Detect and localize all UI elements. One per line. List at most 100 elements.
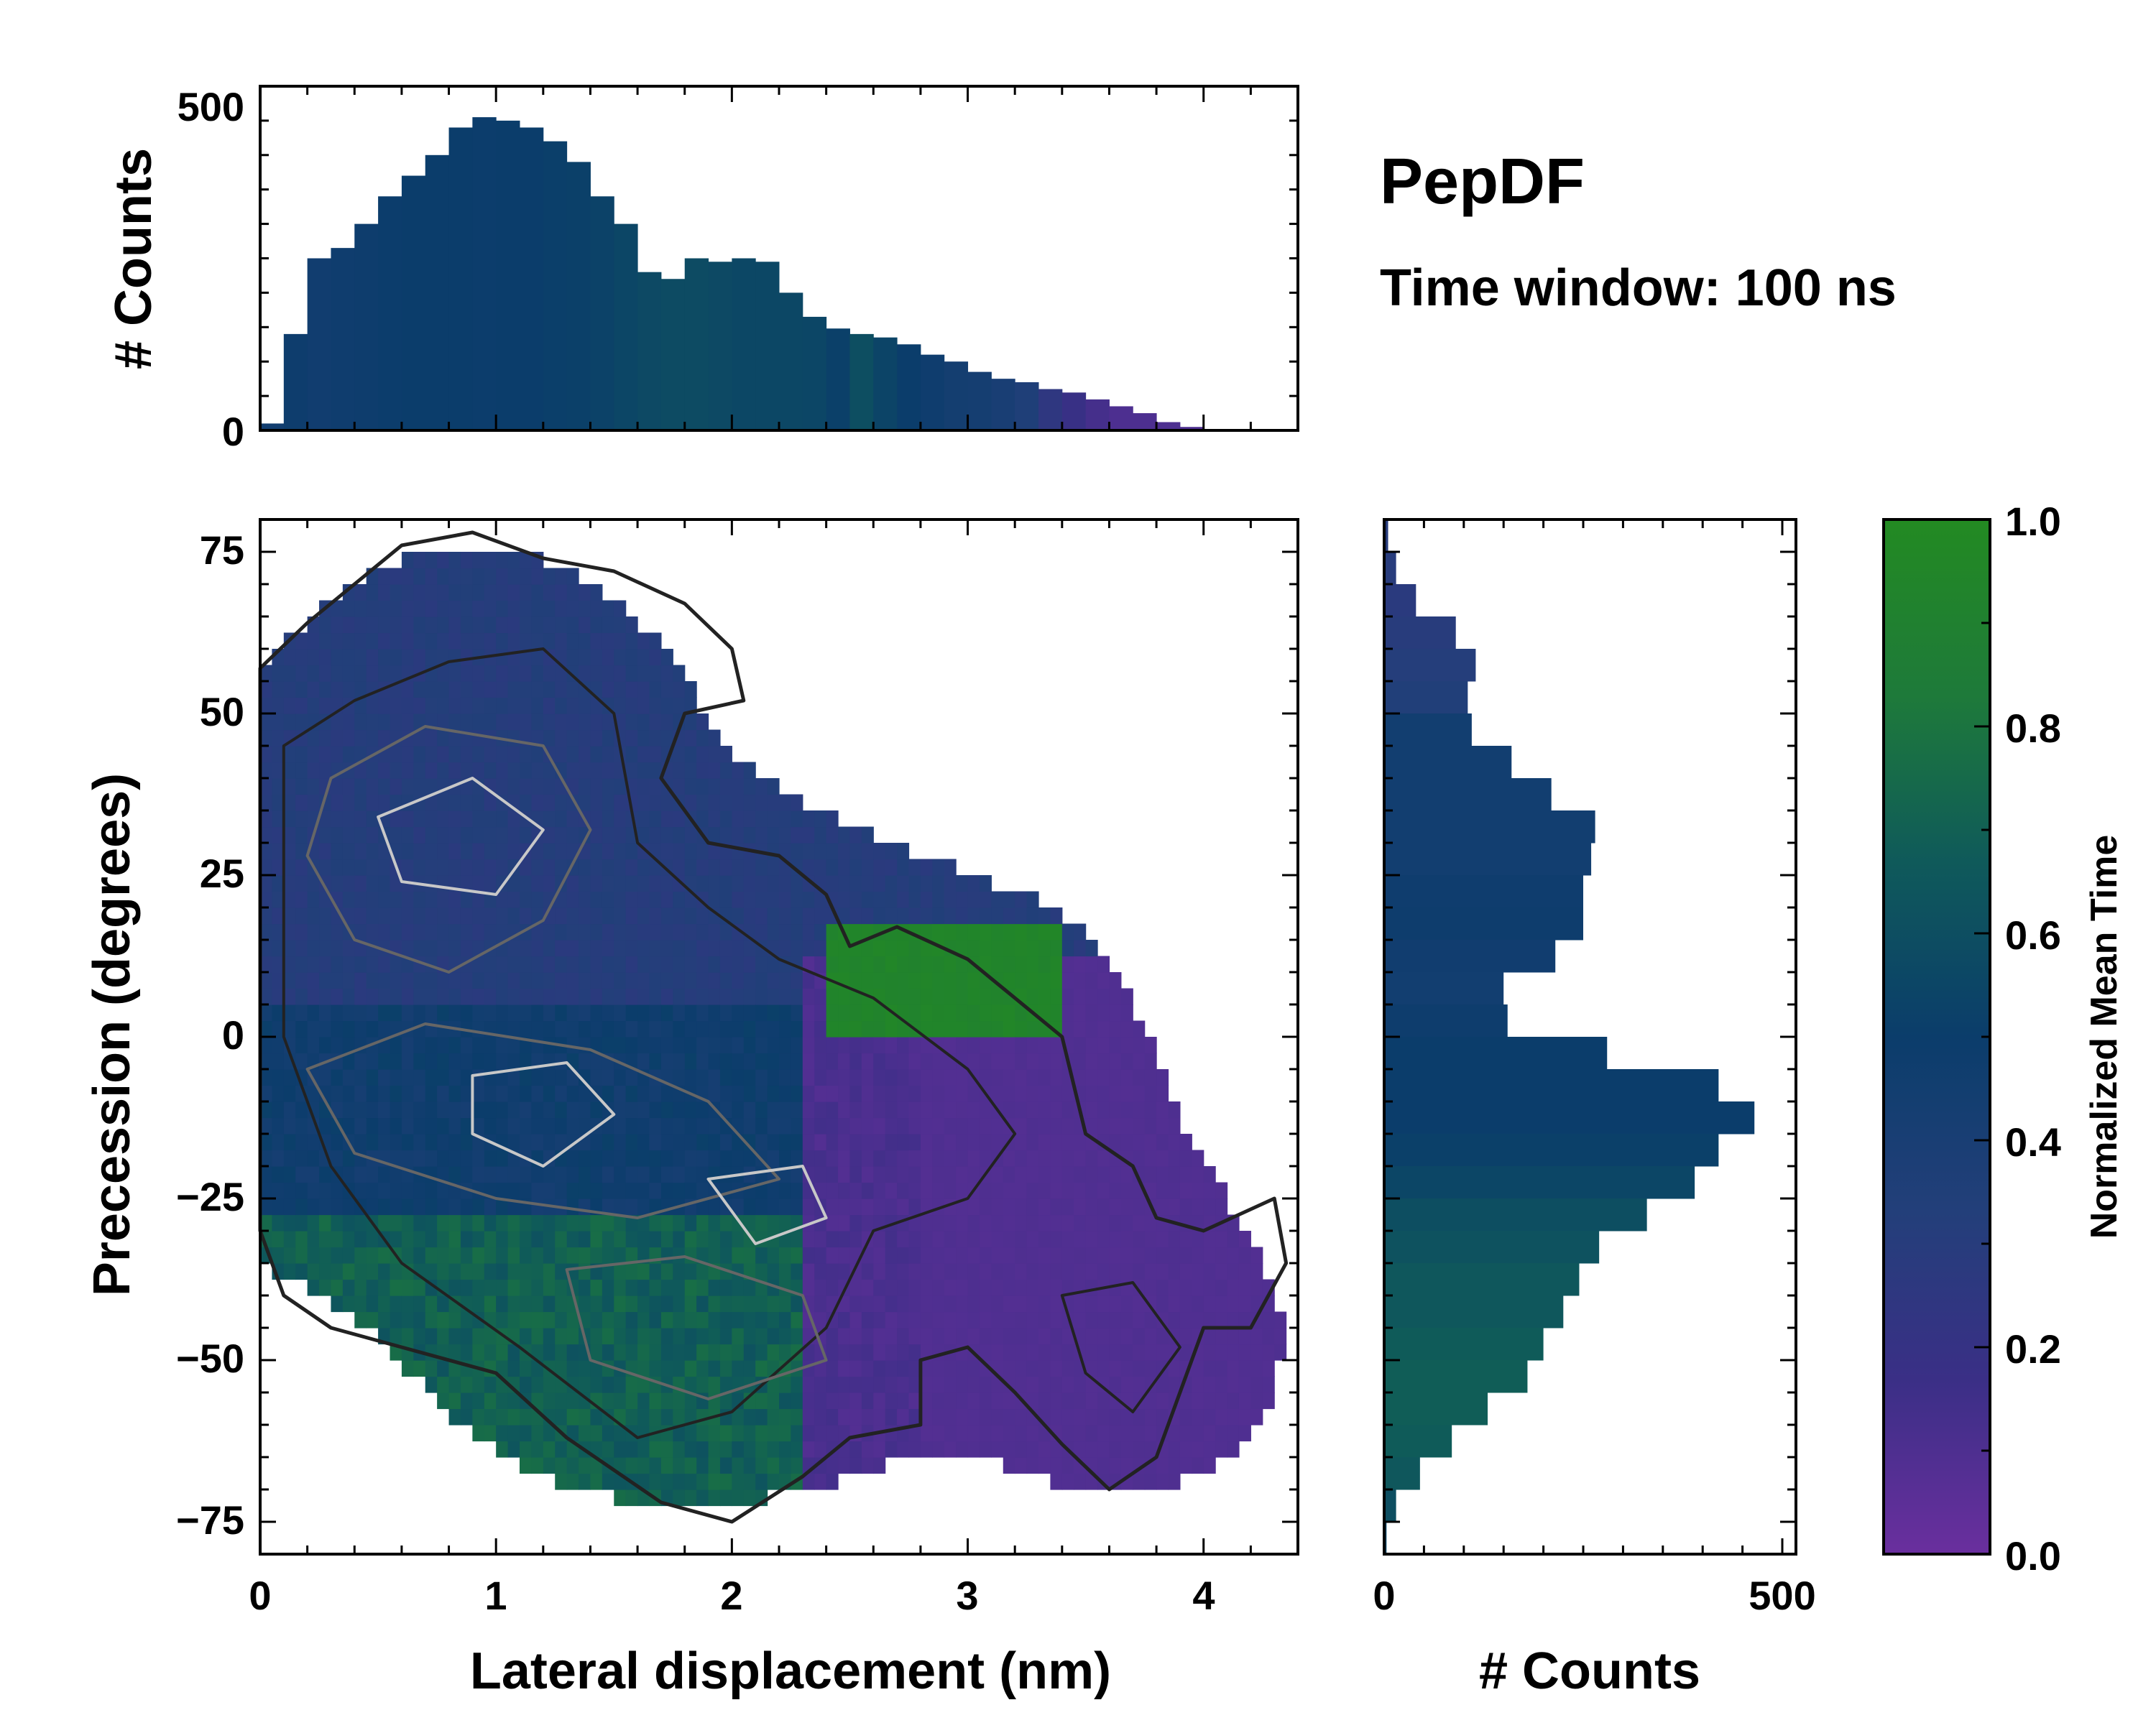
heatmap-cell bbox=[401, 940, 414, 957]
heatmap-cell bbox=[673, 1263, 686, 1280]
heatmap-cell bbox=[543, 956, 556, 973]
heatmap-cell bbox=[366, 1231, 379, 1248]
heatmap-cell bbox=[555, 956, 568, 973]
heatmap-cell bbox=[625, 1457, 638, 1474]
heatmap-cell bbox=[507, 746, 520, 763]
heatmap-cell bbox=[460, 1069, 473, 1086]
heatmap-cell bbox=[861, 1150, 874, 1167]
heatmap-cell bbox=[660, 1085, 673, 1102]
heatmap-cell bbox=[1215, 1376, 1228, 1393]
heatmap-cell bbox=[342, 1263, 355, 1280]
heatmap-cell bbox=[1109, 1263, 1122, 1280]
heatmap-cell bbox=[531, 1311, 544, 1329]
heatmap-cell bbox=[354, 1295, 367, 1313]
heatmap-cell bbox=[767, 1473, 780, 1490]
heatmap-cell bbox=[1015, 1408, 1028, 1426]
heatmap-cell bbox=[283, 843, 296, 860]
heatmap-cell bbox=[555, 1279, 568, 1296]
heatmap-cell bbox=[590, 826, 603, 844]
heatmap-cell bbox=[673, 1214, 686, 1232]
heatmap-cell bbox=[897, 1182, 910, 1199]
heatmap-cell bbox=[342, 1004, 355, 1022]
heatmap-cell bbox=[378, 1069, 391, 1086]
heatmap-cell bbox=[401, 1134, 414, 1151]
heatmap-cell bbox=[401, 923, 414, 941]
contour-inner bbox=[282, 647, 1017, 1439]
heatmap-cell bbox=[1015, 1360, 1028, 1377]
heatmap-cell bbox=[437, 729, 450, 747]
heatmap-cell bbox=[767, 794, 780, 811]
colorbar-tick-0-2: 0.2 bbox=[2005, 1326, 2061, 1372]
heatmap-cell bbox=[673, 940, 686, 957]
heatmap-cell bbox=[991, 1020, 1004, 1038]
heatmap-cell bbox=[566, 1037, 579, 1054]
heatmap-cell bbox=[1109, 988, 1122, 1005]
heatmap-cell bbox=[307, 972, 320, 989]
heatmap-cell bbox=[531, 1247, 544, 1264]
heatmap-cell bbox=[579, 826, 591, 844]
heatmap-cell bbox=[732, 810, 745, 828]
heatmap-cell bbox=[331, 1263, 344, 1280]
heatmap-cell bbox=[401, 600, 414, 617]
heatmap-cell bbox=[378, 697, 391, 714]
heatmap-cell bbox=[579, 1214, 591, 1232]
heatmap-cell bbox=[779, 1069, 792, 1086]
heatmap-cell bbox=[684, 1134, 697, 1151]
heatmap-cell bbox=[719, 1198, 732, 1216]
heatmap-cell bbox=[767, 1004, 780, 1022]
heatmap-cell bbox=[590, 859, 603, 876]
right-bar bbox=[1384, 1489, 1396, 1523]
heatmap-cell bbox=[614, 1004, 627, 1022]
heatmap-cell bbox=[838, 1150, 851, 1167]
heatmap-cell bbox=[484, 956, 497, 973]
heatmap-cell bbox=[496, 552, 509, 569]
heatmap-cell bbox=[897, 907, 910, 925]
heatmap-cell bbox=[307, 665, 320, 682]
heatmap-cell bbox=[602, 600, 614, 617]
heatmap-cell bbox=[272, 1020, 285, 1038]
heatmap-cell bbox=[920, 859, 933, 876]
heatmap-cell bbox=[932, 972, 945, 989]
heatmap-cell bbox=[496, 1020, 509, 1038]
heatmap-cell bbox=[331, 632, 344, 650]
heatmap-cell bbox=[1085, 1004, 1098, 1022]
heatmap-cell bbox=[1038, 1295, 1051, 1313]
heatmap-cell bbox=[849, 1069, 862, 1086]
heatmap-cell bbox=[743, 1311, 756, 1329]
heatmap-cell bbox=[437, 1182, 450, 1199]
heatmap-cell bbox=[1050, 1117, 1063, 1135]
heatmap-cell bbox=[507, 843, 520, 860]
heatmap-cell bbox=[614, 1020, 627, 1038]
heatmap-cell bbox=[590, 1344, 603, 1361]
heatmap-cell bbox=[649, 1182, 662, 1199]
heatmap-cell bbox=[1144, 1263, 1157, 1280]
heatmap-cell bbox=[425, 1360, 438, 1377]
heatmap-cell bbox=[614, 875, 627, 892]
heatmap-cell bbox=[1215, 1441, 1228, 1458]
heatmap-cell bbox=[425, 1053, 438, 1070]
heatmap-cell bbox=[507, 1231, 520, 1248]
heatmap-cell bbox=[507, 762, 520, 779]
heatmap-cell bbox=[472, 940, 485, 957]
heatmap-cell bbox=[507, 1069, 520, 1086]
heatmap-cell bbox=[944, 859, 957, 876]
colorbar-tick-0-4: 0.4 bbox=[2005, 1119, 2061, 1165]
heatmap-cell bbox=[849, 1279, 862, 1296]
heatmap-cell bbox=[673, 1328, 686, 1345]
heatmap-cell bbox=[660, 794, 673, 811]
heatmap-cell bbox=[908, 1376, 921, 1393]
heatmap-cell bbox=[566, 584, 579, 601]
heatmap-cell bbox=[908, 1279, 921, 1296]
heatmap-cell bbox=[684, 778, 697, 795]
heatmap-cell bbox=[437, 1150, 450, 1167]
heatmap-cell bbox=[366, 1069, 379, 1086]
heatmap-cell bbox=[1156, 1392, 1169, 1410]
heatmap-cell bbox=[307, 1150, 320, 1167]
right-bar bbox=[1384, 746, 1512, 779]
heatmap-cell bbox=[331, 649, 344, 666]
heatmap-cell bbox=[779, 1004, 792, 1022]
heatmap-cell bbox=[1156, 1328, 1169, 1345]
heatmap-cell bbox=[967, 940, 980, 957]
heatmap-cell bbox=[1026, 1247, 1039, 1264]
heatmap-cell bbox=[260, 843, 273, 860]
